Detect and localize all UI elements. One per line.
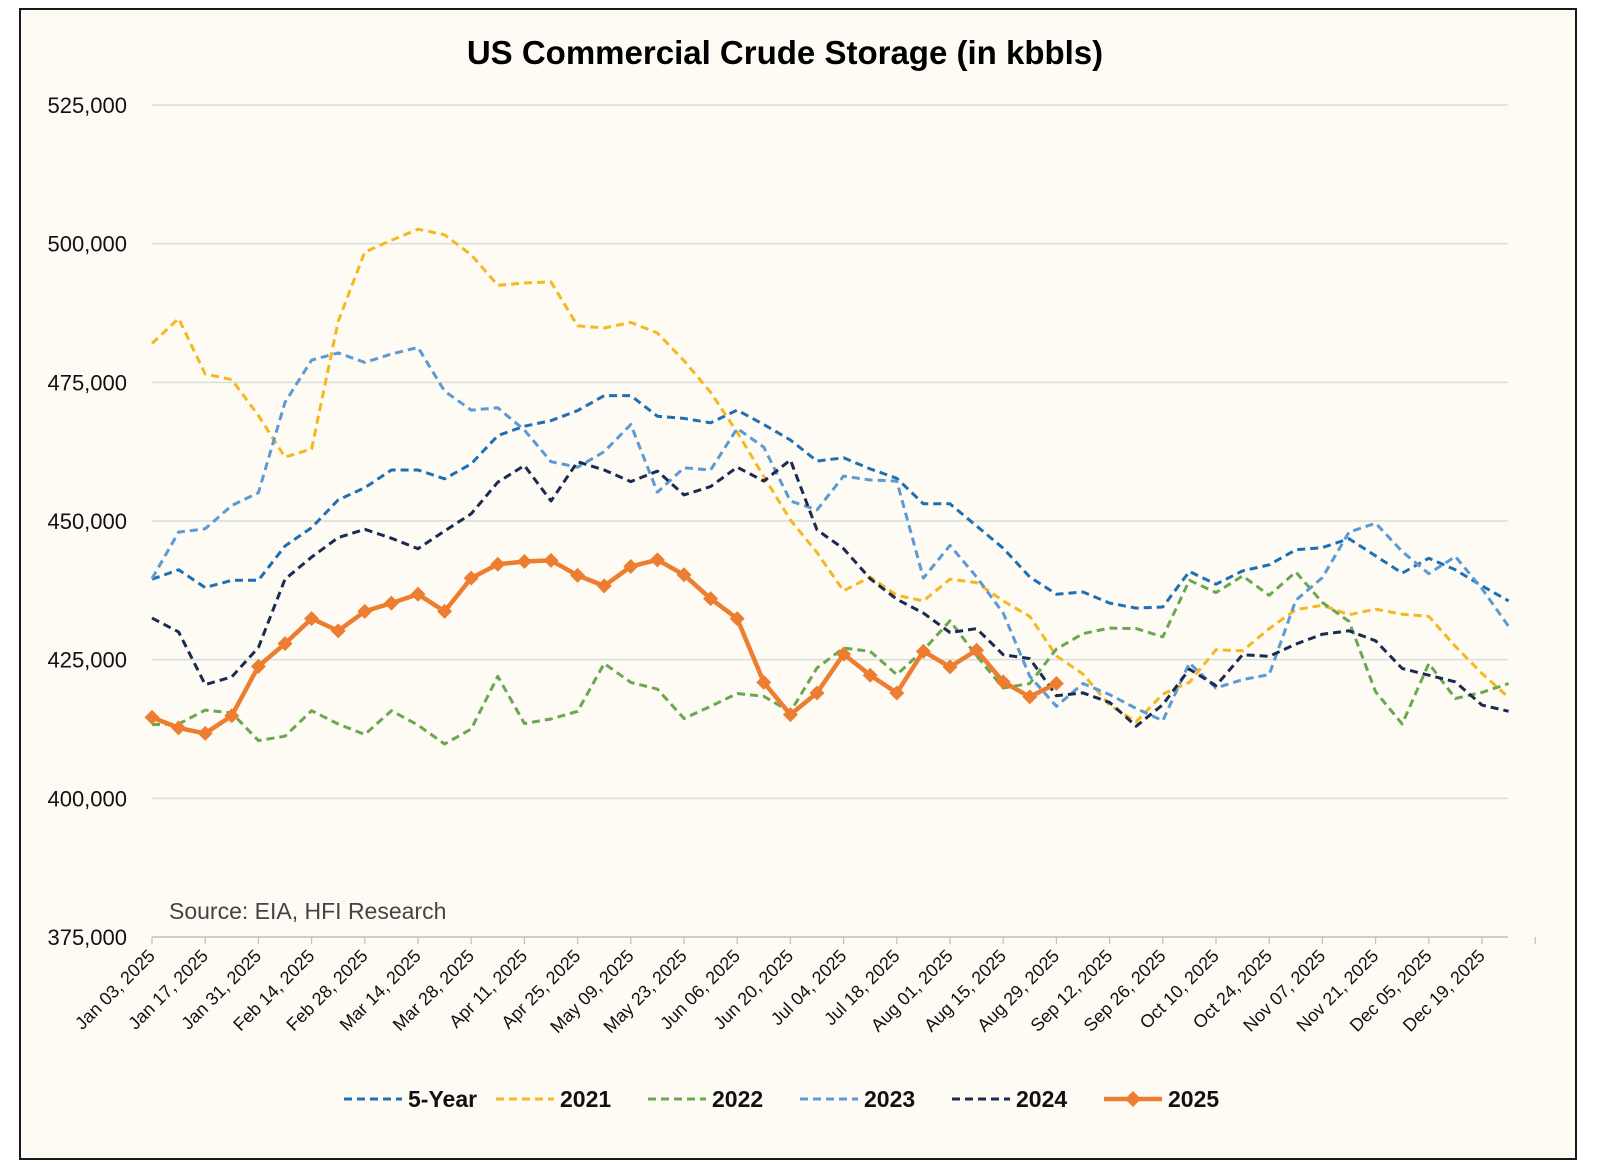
series-2025-point <box>596 578 612 594</box>
legend-item-2025: 2025 <box>1104 1086 1219 1112</box>
chart-title: US Commercial Crude Storage (in kbbls) <box>467 34 1103 71</box>
series-2025-point <box>144 709 160 725</box>
y-axis: 375,000 400,000 425,000 450,000 475,000 500,0… <box>47 93 127 950</box>
legend-item-2021: 2021 <box>496 1086 611 1112</box>
series-2025-point <box>490 556 506 572</box>
series-2025-point <box>1048 676 1064 692</box>
legend-label: 2024 <box>1016 1086 1067 1112</box>
series-2025-point <box>969 642 985 658</box>
y-tick-label: 450,000 <box>47 509 127 534</box>
series-2025-point <box>649 552 665 568</box>
legend-label: 5-Year <box>408 1086 477 1112</box>
series-2025-point <box>250 658 266 674</box>
series-2021 <box>150 227 1510 724</box>
series-2025-point <box>357 603 373 619</box>
series-2025-point <box>304 611 320 627</box>
chart-svg: US Commercial Crude Storage (in kbbls) 3… <box>47 34 1536 1112</box>
series-2025-point <box>995 674 1011 690</box>
legend-item-5-year: 5-Year <box>344 1086 477 1112</box>
series-2025 <box>144 552 1064 741</box>
y-tick-label: 425,000 <box>47 648 127 673</box>
series-2025-point <box>570 567 586 583</box>
legend-item-2022: 2022 <box>648 1086 763 1112</box>
series-2025-point <box>197 725 213 741</box>
series-2023 <box>150 345 1510 723</box>
series-2025-point <box>703 591 719 607</box>
series-2025-point <box>942 659 958 675</box>
series-2025-point <box>836 646 852 662</box>
series-2025-point <box>809 685 825 701</box>
series-line-2024 <box>151 458 1509 728</box>
series-2022 <box>151 570 1510 746</box>
chart-frame: US Commercial Crude Storage (in kbbls) 3… <box>19 8 1577 1160</box>
series-2025-point <box>516 553 532 569</box>
series-2025-point <box>889 685 905 701</box>
series-2025-point <box>915 643 931 659</box>
series-2025-point <box>729 611 745 627</box>
series-2025-point <box>410 586 426 602</box>
legend-item-2024: 2024 <box>952 1086 1067 1112</box>
series-2025-point <box>782 707 798 723</box>
series-2025-point <box>543 552 559 568</box>
legend-label: 2021 <box>560 1086 611 1112</box>
series-2025-point <box>383 595 399 611</box>
series-2025-point <box>623 558 639 574</box>
series-2024 <box>151 458 1509 728</box>
legend-label: 2025 <box>1168 1086 1219 1112</box>
source-note: Source: EIA, HFI Research <box>169 898 446 924</box>
series-2025-point <box>330 623 346 639</box>
series-line-2023 <box>150 345 1510 723</box>
y-tick-label: 525,000 <box>47 93 127 118</box>
series-2025-point <box>1022 689 1038 705</box>
series-2025-point <box>756 674 772 690</box>
legend-label: 2022 <box>712 1086 763 1112</box>
legend-label: 2023 <box>864 1086 915 1112</box>
series-2025-point <box>171 720 187 736</box>
grid-layer <box>152 104 1508 800</box>
legend-marker <box>1125 1091 1141 1107</box>
series-line-5-year <box>151 394 1510 610</box>
series-layer <box>144 227 1510 746</box>
series-2025-point <box>224 708 240 724</box>
series-5-year <box>151 394 1510 610</box>
y-tick-label: 400,000 <box>47 786 127 811</box>
series-2025-point <box>463 570 479 586</box>
y-tick-label: 475,000 <box>47 370 127 395</box>
legend-item-2023: 2023 <box>800 1086 915 1112</box>
y-tick-label: 500,000 <box>47 232 127 257</box>
y-tick-label: 375,000 <box>47 925 127 950</box>
series-2025-point <box>437 603 453 619</box>
legend: 5-Year 2021 2022 2023 2024 2025 <box>344 1086 1219 1112</box>
series-2025-point <box>862 667 878 683</box>
series-2025-point <box>277 636 293 652</box>
series-2025-point <box>676 567 692 583</box>
series-line-2021 <box>150 227 1510 724</box>
series-line-2022 <box>151 570 1510 746</box>
